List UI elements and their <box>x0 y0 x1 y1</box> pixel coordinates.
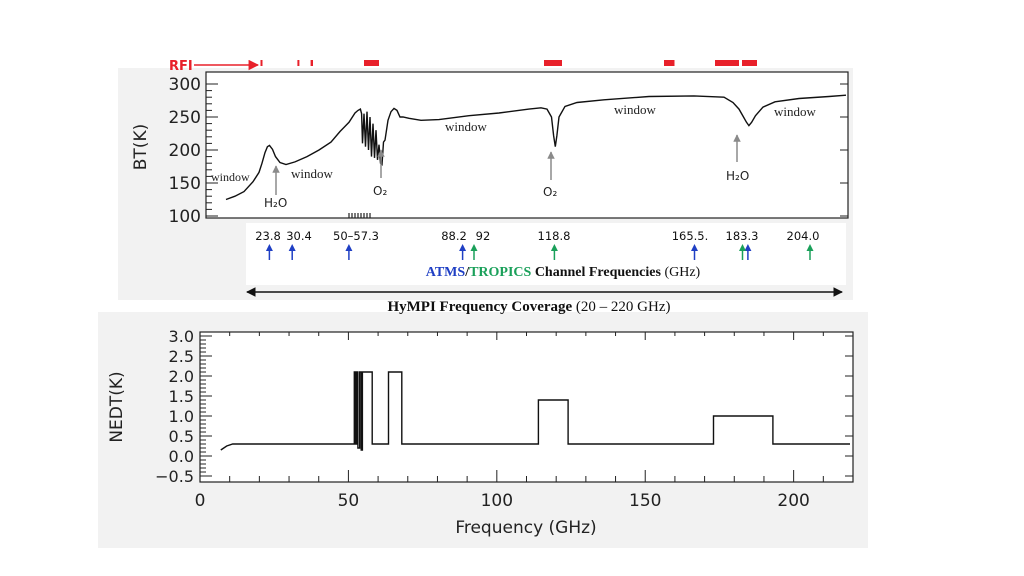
h2o-left-label: H₂O <box>264 196 287 210</box>
caption-unit: (GHz) <box>661 265 701 280</box>
bottom-y-tick-label: 1.5 <box>169 387 194 406</box>
atms-channel-arrow <box>459 244 467 260</box>
bottom-x-tick-label: 50 <box>338 491 360 511</box>
channel-label-204.0: 204.0 <box>787 229 820 243</box>
bottom-x-tick-label: 100 <box>481 491 513 511</box>
channel-label-118.8: 118.8 <box>538 229 571 243</box>
coverage-annotation: HyMPI Frequency Coverage (20 – 220 GHz) <box>246 287 843 315</box>
coverage-caption: HyMPI Frequency Coverage (20 – 220 GHz) <box>387 299 670 315</box>
channel-label-50-57.3: 50–57.3 <box>333 229 379 243</box>
atms-channel-arrow <box>288 244 296 260</box>
rfi-band <box>664 60 675 66</box>
coverage-caption-range: (20 – 220 GHz) <box>572 299 670 315</box>
top-x-minor-marks <box>348 213 371 218</box>
rfi-band <box>297 60 300 66</box>
bottom-plot-frame <box>199 331 854 483</box>
bottom-y-tick-label: 2.0 <box>169 367 194 386</box>
channel-frequencies-caption: ATMS/TROPICS Channel Frequencies (GHz) <box>426 265 701 280</box>
window-label-2: window <box>291 166 334 181</box>
tropics-channel-arrow <box>550 244 558 260</box>
atms-channel-arrow <box>691 244 698 260</box>
rfi-bands <box>260 60 757 66</box>
bottom-x-axis: 0 50 100 150 200 <box>195 332 824 511</box>
bottom-y-tick-label: 2.5 <box>169 347 194 366</box>
rfi-band <box>742 60 757 66</box>
bottom-x-tick-label: 150 <box>629 491 661 511</box>
bottom-x-tick-label: 0 <box>195 491 206 511</box>
window-label-4: window <box>614 102 657 117</box>
window-labels: window window window window window <box>211 102 817 184</box>
bottom-y-tick-label: 3.0 <box>169 327 194 346</box>
channel-label-92: 92 <box>476 229 491 243</box>
top-plot-frame <box>205 71 849 219</box>
o2-right-label: O₂ <box>543 185 557 199</box>
tropics-channel-arrow <box>470 244 478 260</box>
nedt-plot: −0.50.00.51.01.52.02.53.0 0 50 100 150 200 N… <box>107 327 854 538</box>
top-y-tick-label: 150 <box>169 174 201 194</box>
h2o-right-label: H₂O <box>726 169 749 183</box>
rfi-strip: RFI <box>169 59 757 74</box>
top-y-tick-label: 250 <box>169 108 201 128</box>
window-label-1: window <box>211 170 250 184</box>
channel-label-165.5: 165.5. <box>672 229 709 243</box>
rfi-band <box>364 60 379 66</box>
bottom-y-tick-label: 0.5 <box>169 427 194 446</box>
bottom-x-axis-label: Frequency (GHz) <box>455 518 596 538</box>
coverage-caption-bold: HyMPI Frequency Coverage <box>387 299 572 315</box>
channel-label-23.8: 23.8 <box>255 229 281 243</box>
atms-channel-arrow <box>744 244 752 260</box>
top-y-axis-label: BT(K) <box>131 124 151 170</box>
caption-slash: / <box>464 265 470 280</box>
top-y-tick-label: 300 <box>169 75 201 95</box>
rfi-band <box>715 60 739 66</box>
bottom-y-tick-label: 1.0 <box>169 407 194 426</box>
bottom-y-tick-label: 0.0 <box>169 447 194 466</box>
top-y-axis: 100 150 200 250 300 <box>169 75 848 227</box>
top-y-tick-label: 200 <box>169 141 201 161</box>
rfi-band <box>310 60 313 66</box>
absorption-line-markers: H₂O O₂ O₂ H₂O <box>264 134 749 210</box>
bottom-y-tick-label: −0.5 <box>155 467 194 486</box>
bottom-y-axis-label: NEDT(K) <box>107 371 127 442</box>
window-label-3: window <box>445 119 488 134</box>
tropics-channel-arrow <box>806 244 814 260</box>
channel-box <box>246 223 846 285</box>
bottom-x-tick-label: 200 <box>777 491 809 511</box>
atms-channel-arrow <box>265 244 273 260</box>
rfi-label: RFI <box>169 59 193 74</box>
top-y-tick-label: 100 <box>169 207 201 227</box>
bottom-y-axis: −0.50.00.51.01.52.02.53.0 <box>155 327 853 486</box>
nedt-line <box>220 371 850 451</box>
channel-label-30.4: 30.4 <box>286 229 312 243</box>
caption-rest: Channel Frequencies <box>531 265 661 280</box>
tropics-caption: TROPICS <box>469 265 531 280</box>
rfi-band <box>544 60 562 66</box>
rfi-band <box>260 60 263 66</box>
channel-frequencies: 23.8 30.4 50–57.3 88.2 92 118.8 165.5. 1… <box>246 223 846 285</box>
tropics-channel-arrow <box>739 244 746 260</box>
brightness-temperature-line <box>225 94 847 201</box>
brightness-temperature-plot: 100 150 200 250 300 BT(K) window window wind… <box>131 71 849 227</box>
channel-label-88.2: 88.2 <box>441 229 467 243</box>
channel-arrows <box>265 244 814 260</box>
channel-label-183.3: 183.3 <box>726 229 759 243</box>
atms-channel-arrow <box>345 244 353 260</box>
window-label-5: window <box>774 104 817 119</box>
atms-caption: ATMS <box>426 265 466 280</box>
o2-left-label: O₂ <box>373 184 387 198</box>
